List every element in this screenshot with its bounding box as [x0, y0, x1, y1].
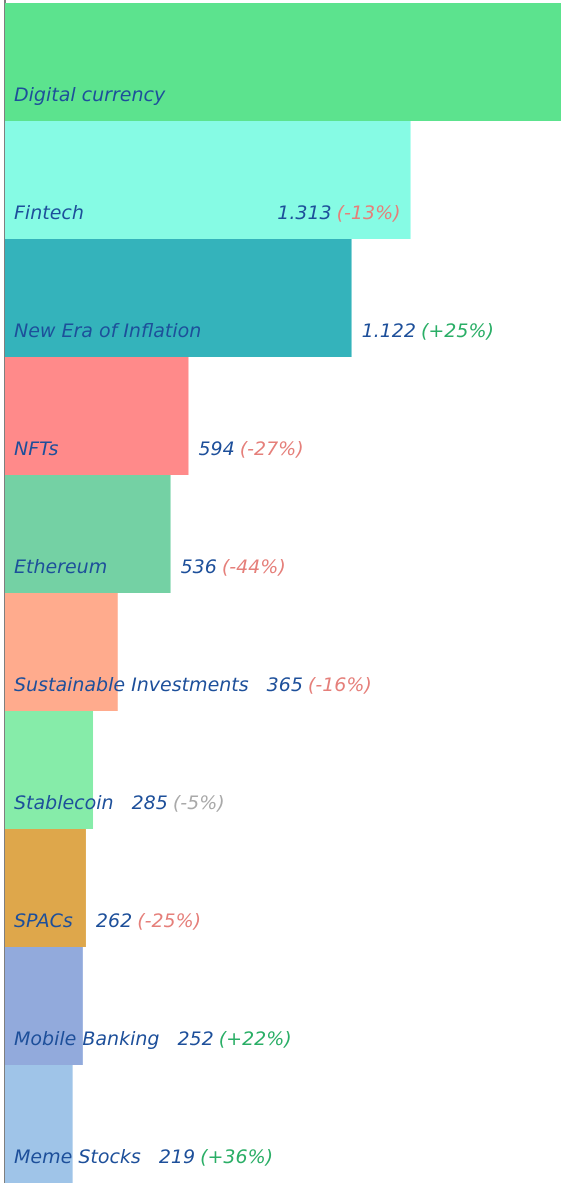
bar — [5, 239, 352, 357]
change-label: (+36%) — [200, 1146, 273, 1168]
category-label: NFTs — [14, 438, 58, 460]
bar — [5, 829, 86, 947]
category-label: Meme Stocks — [14, 1146, 141, 1168]
bar — [5, 121, 411, 239]
bar — [5, 1065, 73, 1183]
value-label: 365 — [267, 674, 303, 696]
bar — [5, 711, 94, 829]
value-label: 536 — [181, 556, 217, 578]
category-label: Digital currency — [14, 84, 166, 106]
value-label: 1.122 — [362, 320, 416, 342]
category-label: Fintech — [14, 202, 84, 224]
bar — [5, 3, 561, 121]
change-label: (+22%) — [219, 1028, 292, 1050]
category-label: New Era of Inflation — [14, 320, 201, 342]
change-label: (-5%) — [173, 792, 225, 814]
category-label: Sustainable Investments — [14, 674, 249, 696]
category-label: Stablecoin — [14, 792, 114, 814]
change-label: (-13%) — [337, 202, 401, 224]
change-label: (-44%) — [222, 556, 286, 578]
value-label: 285 — [132, 792, 168, 814]
change-label: (-27%) — [240, 438, 304, 460]
category-label: SPACs — [14, 910, 73, 932]
bar — [5, 475, 171, 593]
category-label: Ethereum — [14, 556, 107, 578]
bar — [5, 357, 189, 475]
change-label: (+25%) — [421, 320, 494, 342]
value-label: 1.313 — [277, 202, 331, 224]
value-label: 262 — [96, 910, 132, 932]
value-label: 594 — [198, 438, 234, 460]
bar — [5, 947, 83, 1065]
value-label: 252 — [177, 1028, 213, 1050]
change-label: (-25%) — [137, 910, 201, 932]
change-label: (-16%) — [308, 674, 372, 696]
bar — [5, 593, 118, 711]
value-label: 219 — [159, 1146, 195, 1168]
category-label: Mobile Banking — [14, 1028, 159, 1050]
